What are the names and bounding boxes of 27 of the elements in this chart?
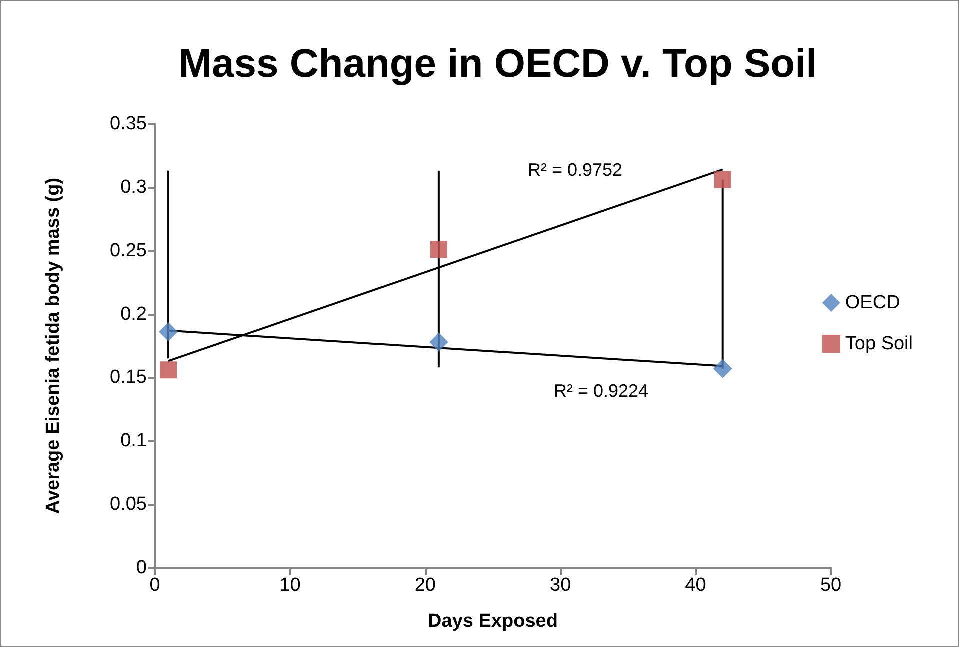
annotation: R² = 0.9224 — [554, 381, 649, 401]
legend-label: OECD — [845, 292, 900, 314]
x-tick-label: 50 — [820, 575, 842, 596]
x-tick-label: 0 — [150, 575, 160, 596]
y-tick-label: 0.25 — [110, 240, 147, 262]
point — [713, 359, 732, 378]
point — [714, 171, 732, 188]
y-axis-title: Average Eisenia fetida body mass (g) — [43, 178, 64, 514]
x-tick-label: 40 — [685, 575, 706, 596]
point — [429, 332, 448, 352]
y-tick-label: 0.05 — [110, 494, 147, 516]
x-axis-title: Days Exposed — [428, 611, 558, 632]
point — [160, 362, 178, 379]
y-tick-label: 0.1 — [120, 430, 147, 452]
legend-label: Top Soil — [845, 334, 914, 354]
y-tick-label: 0.3 — [120, 176, 147, 198]
y-tick-label: 0 — [136, 558, 147, 578]
x-tick-label: 20 — [414, 575, 436, 596]
x-tick-label: 10 — [280, 575, 301, 596]
point — [159, 322, 178, 342]
point — [430, 241, 448, 258]
y-tick-label: 0.2 — [120, 304, 147, 325]
annotation: R² = 0.9752 — [528, 160, 623, 180]
chart-title: Mass Change in OECD v. Top Soil — [178, 42, 818, 86]
y-tick-label: 0.35 — [110, 114, 147, 134]
x-tick-label: 30 — [550, 575, 572, 596]
y-tick-label: 0.15 — [110, 367, 147, 388]
